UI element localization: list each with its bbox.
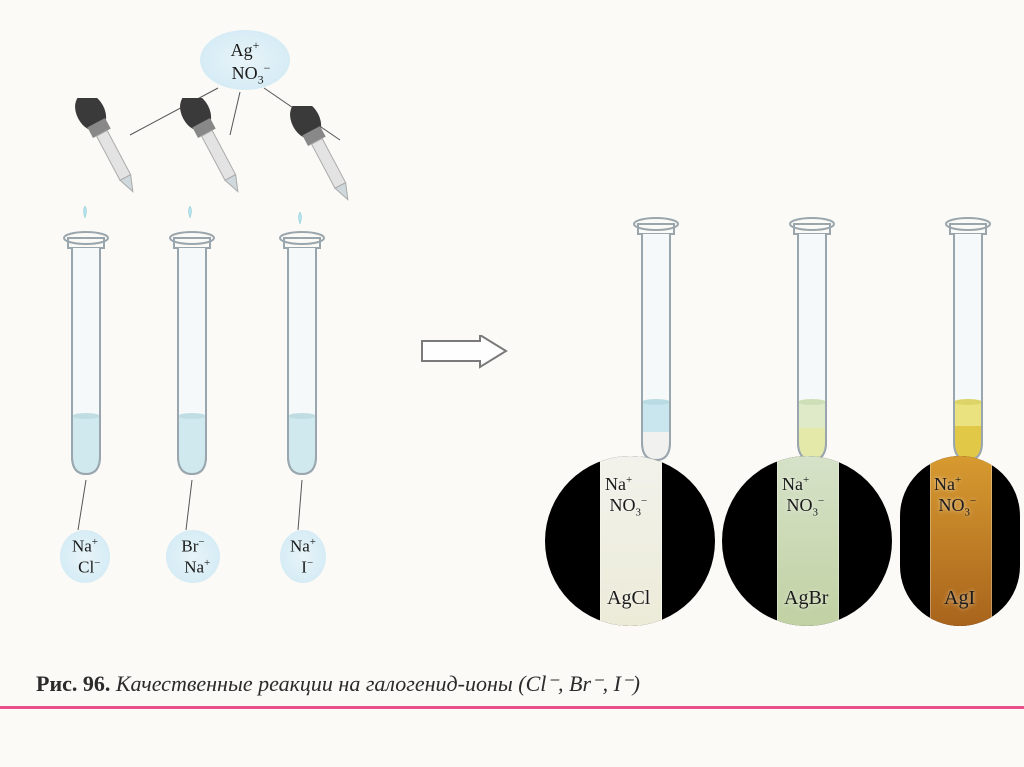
result-agcl-no3-sub: 3 xyxy=(636,507,642,519)
label-nai-cation-charge: + xyxy=(310,536,316,548)
figure-caption: Рис. 96. Качественные реакции на галоген… xyxy=(36,671,640,697)
result-agbr-no3-sub: 3 xyxy=(813,507,819,519)
drops-svg xyxy=(0,0,1024,767)
result-agi-precip: AgI xyxy=(944,587,975,610)
reagent-cation-charge: + xyxy=(253,38,260,52)
label-nabr-anion-charge: + xyxy=(204,557,210,569)
label-nai-cation: Na xyxy=(290,537,310,556)
tube-agcl xyxy=(632,216,680,466)
reagent-label: Ag+ NO3− xyxy=(200,30,290,90)
result-agbr-na: Na xyxy=(782,474,803,494)
chemistry-diagram: Ag+ NO3− xyxy=(0,0,1024,767)
divider-line xyxy=(0,706,1024,709)
result-agbr-circle: Na+ NO3− AgBr xyxy=(722,456,892,626)
dropper-2 xyxy=(160,98,240,228)
caption-text: Качественные реакции на галогенид-ионы (… xyxy=(116,671,640,696)
tube-agbr xyxy=(788,216,836,466)
result-agbr-no3-charge: − xyxy=(818,495,824,507)
result-agcl-na-charge: + xyxy=(626,474,632,486)
label-nai-anion-charge: − xyxy=(307,557,313,569)
label-nacl-cation-charge: + xyxy=(92,536,98,548)
label-nacl-anion: Cl xyxy=(78,557,94,576)
label-nabr: Br− Na+ xyxy=(148,530,238,583)
reagent-cation: Ag xyxy=(231,40,253,60)
caption-prefix: Рис. 96. xyxy=(36,671,110,696)
tube-agi xyxy=(944,216,992,466)
result-agi-na: Na xyxy=(934,474,955,494)
tube-nai xyxy=(278,230,326,480)
result-agcl-circle: Na+ NO3− AgCl xyxy=(545,456,715,626)
dropper-3 xyxy=(270,106,350,236)
pointer-lines-svg xyxy=(0,0,1024,767)
label-nacl-anion-charge: − xyxy=(94,557,100,569)
result-agi-na-charge: + xyxy=(955,474,961,486)
result-agcl-na: Na xyxy=(605,474,626,494)
result-agcl-no3-charge: − xyxy=(641,495,647,507)
reagent-anion: NO xyxy=(232,63,258,83)
result-agi-no3: NO xyxy=(939,495,965,515)
label-nacl-cation: Na xyxy=(72,537,92,556)
result-agcl-precip: AgCl xyxy=(607,587,650,610)
label-nabr-anion: Na xyxy=(184,557,204,576)
label-nai: Na+ I− xyxy=(258,530,348,583)
result-agbr-na-charge: + xyxy=(803,474,809,486)
reaction-arrow xyxy=(420,335,510,371)
result-agbr-no3: NO xyxy=(787,495,813,515)
result-agcl-no3: NO xyxy=(610,495,636,515)
result-agi-no3-charge: − xyxy=(970,495,976,507)
tube-nacl xyxy=(62,230,110,480)
result-agbr-precip: AgBr xyxy=(784,587,828,610)
result-agi-circle: Na+ NO3− AgI xyxy=(900,456,1020,626)
label-nabr-cation-charge: − xyxy=(198,536,204,548)
result-agi-no3-sub: 3 xyxy=(965,507,971,519)
label-nabr-cation: Br xyxy=(181,537,198,556)
dropper-1 xyxy=(55,98,135,228)
label-nacl: Na+ Cl− xyxy=(40,530,130,583)
tube-nabr xyxy=(168,230,216,480)
reagent-anion-charge: − xyxy=(264,61,271,75)
